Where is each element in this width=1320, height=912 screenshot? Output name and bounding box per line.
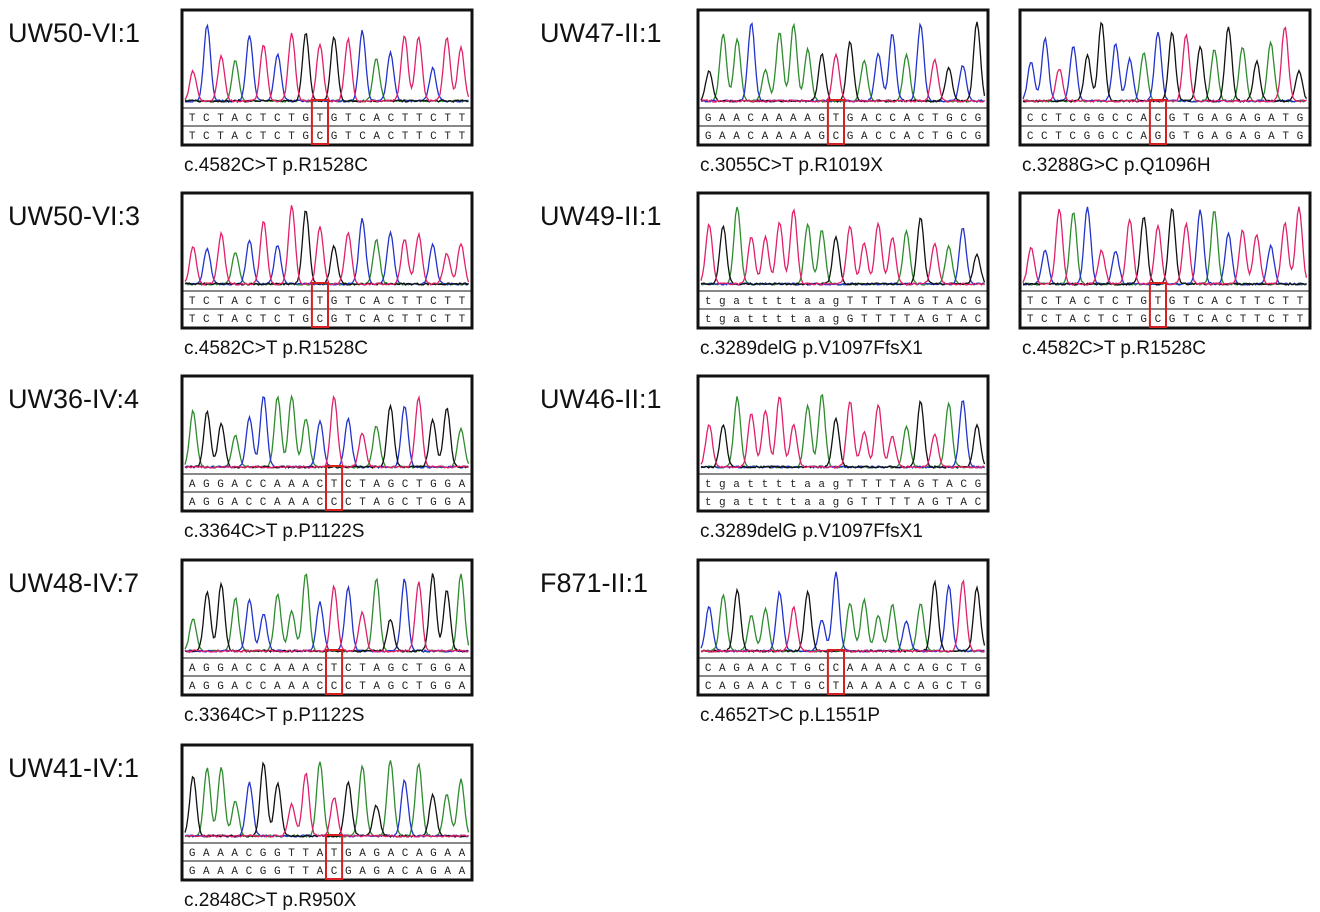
sample-label: UW49-II:1 [540,201,662,231]
sequence-panel: UW46-II:1tgattttaagTTTTAGTACGtgattttaagG… [540,376,988,542]
figure: UW50-VI:1 TCTACTCTGTGTCACTTCTTTCTACTCTGCG… [0,0,1320,912]
variant-caption: c.4582C>T p.R1528C [184,338,368,359]
variant-caption: c.4652T>C p.L1551P [700,705,880,726]
sequence-panel: F871-II:1CAGAACTGCCAAAACAGCTGCAGAACTGCTA… [540,560,988,726]
sample-label: UW47-II:1 [540,18,662,48]
variant-caption: c.3289delG p.V1097FfsX1 [700,338,923,359]
variant-caption: c.3288G>C p.Q1096H [1022,155,1211,176]
sequence-panel: UW50-VI:1TCTACTCTGTGTCACTTCTTTCTACTCTGCG… [8,10,472,176]
sequence-panel: UW47-II:1GAACAAAAGTGACCACTGCGGAACAAAAGCG… [540,10,988,176]
chromatogram-frame [1020,193,1310,328]
variant-caption: c.2848C>T p.R950X [184,890,357,911]
sample-label: UW46-II:1 [540,384,662,414]
sequence-panel: UW41-IV:1GAAACGGTTATGAGACAGAAGAAACGGTTAC… [8,745,472,911]
sequence-panel: UW50-VI:3TCTACTCTGTGTCACTTCTTTCTACTCTGCG… [8,193,472,359]
sample-label: UW50-VI:3 [8,201,140,231]
sample-label: UW48-IV:7 [8,568,139,598]
sequence-panel: CCTCGGCCACGTGAGAGATGCCTCGGCCAGGTGAGAGATG… [1020,10,1310,176]
variant-caption: c.4582C>T p.R1528C [1022,338,1206,359]
sample-label: F871-II:1 [540,568,648,598]
variant-caption: c.3364C>T p.P1122S [184,521,364,542]
sequence-panel: TCTACTCTGTGTCACTTCTTTCTACTCTGCGTCACTTCTT… [1020,193,1310,359]
variant-caption: c.3364C>T p.P1122S [184,705,364,726]
sample-label: UW50-VI:1 [8,18,140,48]
sequence-panel: UW49-II:1tgattttaagTTTTAGTACGtgattttaagG… [540,193,988,359]
sequence-panel: UW36-IV:4AGGACCAAACTCTAGCTGGAAGGACCAAACC… [8,376,472,542]
chromatogram-frame [182,745,472,880]
variant-caption: c.4582C>T p.R1528C [184,155,368,176]
sample-label: UW36-IV:4 [8,384,139,414]
variant-caption: c.3289delG p.V1097FfsX1 [700,521,923,542]
sample-label: UW41-IV:1 [8,753,139,783]
chromatogram-frame [698,193,988,328]
variant-caption: c.3055C>T p.R1019X [700,155,883,176]
sequence-panel: UW48-IV:7AGGACCAAACTCTAGCTGGAAGGACCAAACC… [8,560,472,726]
